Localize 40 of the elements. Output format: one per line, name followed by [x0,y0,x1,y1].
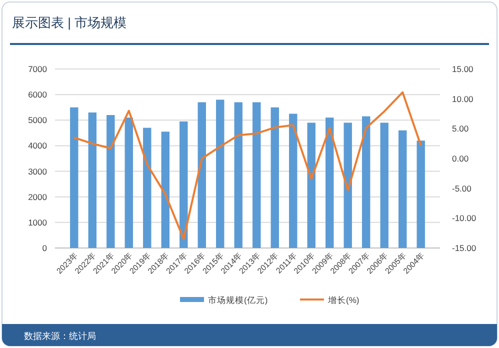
bar [106,115,115,248]
bar [216,100,224,248]
bar [88,112,96,248]
y2-tick-label: 10.00 [452,94,474,104]
bar [198,102,206,248]
line-series [73,91,422,240]
y-tick-label: 7000 [28,64,48,74]
y2-tick-label: 5.00 [452,124,469,134]
bar [344,122,352,248]
y2-tick-label: 0.00 [452,153,469,164]
bar [252,102,261,248]
bar [270,107,279,248]
bar [289,114,298,248]
legend-label: 市场规模(亿元) [208,295,268,305]
y2-tick-label: -10.00 [452,213,476,224]
bar [380,122,388,248]
y-tick-label: 5000 [28,115,48,126]
bar [362,116,370,248]
y-tick-label: 2000 [28,192,48,202]
y-tick-label: 0 [42,242,48,253]
y-tick-label: 1000 [28,217,48,228]
legend-label: 增长(%) [327,295,360,305]
y2-tick-label: -15.00 [452,242,476,253]
bar [416,140,425,248]
bar [398,130,407,248]
bar [307,122,316,248]
bar [234,102,242,248]
y2-tick-label: 15.00 [452,64,474,74]
chart-title: 展示图表 | 市场规模 [12,15,127,30]
y-tick-label: 3000 [28,166,48,176]
y-tick-label: 4000 [28,140,48,151]
bar [180,121,188,248]
bar [143,128,152,248]
bar [326,118,334,248]
source-note: 数据来源：统计局 [24,331,96,341]
bar [161,132,170,248]
bar [70,107,78,248]
y-tick-label: 6000 [28,90,48,100]
y2-tick-label: -5.00 [452,183,472,194]
bar [124,118,133,248]
